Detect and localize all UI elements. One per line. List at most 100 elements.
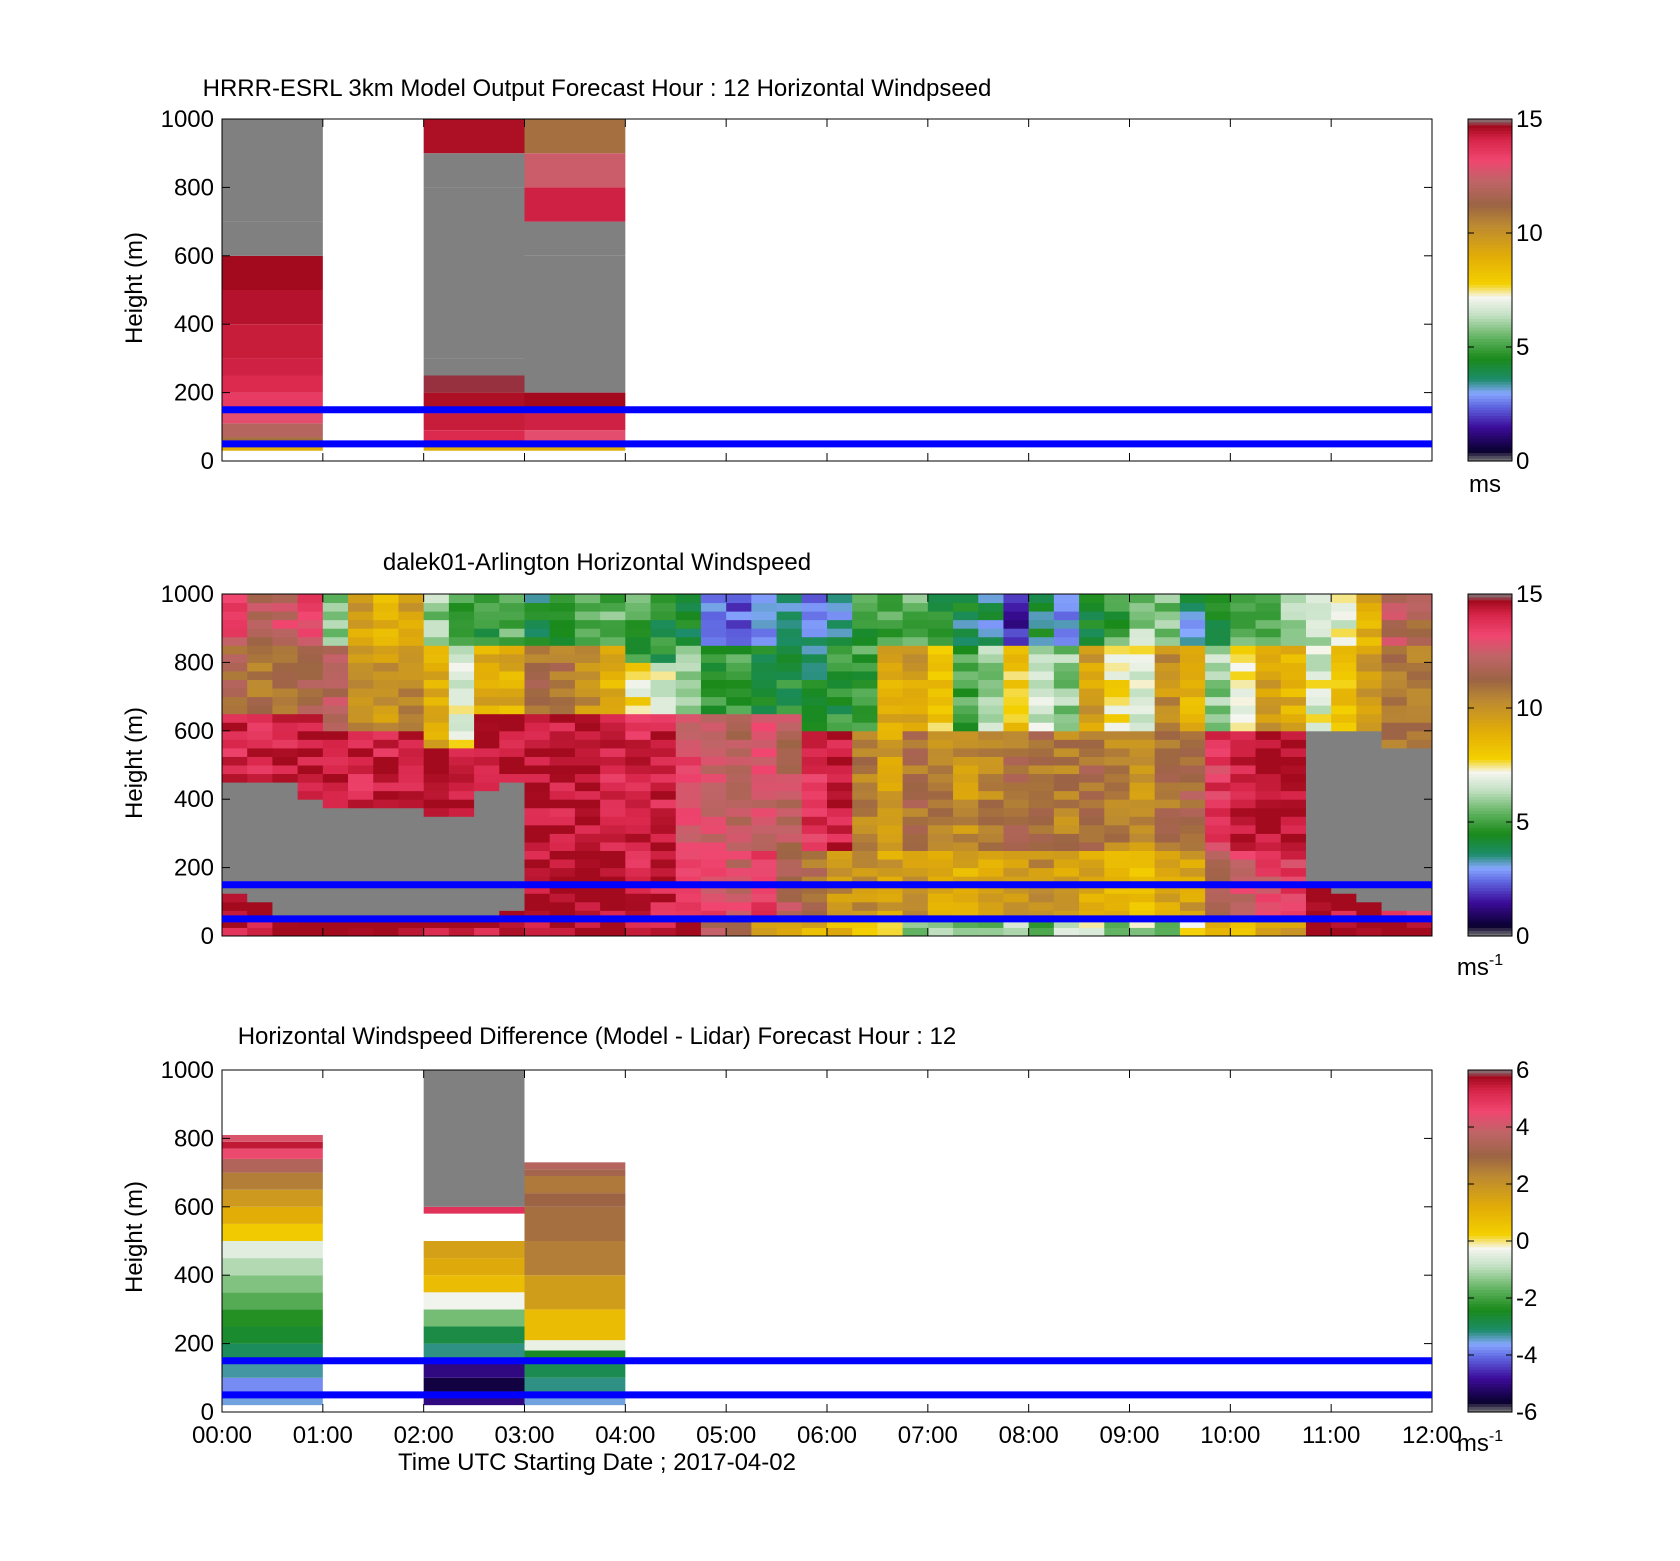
heatmap-cell bbox=[927, 705, 954, 715]
heatmap-cell bbox=[1079, 670, 1105, 680]
heatmap-cell bbox=[499, 730, 525, 740]
heatmap-cell bbox=[801, 730, 828, 740]
heatmap-cell bbox=[902, 688, 929, 698]
heatmap-cell bbox=[801, 799, 828, 809]
heatmap-cell bbox=[751, 653, 778, 663]
heatmap-cell bbox=[1003, 799, 1030, 809]
heatmap-cell bbox=[1255, 653, 1282, 663]
heatmap-cell bbox=[474, 594, 500, 604]
colorbar-swatch bbox=[1468, 1332, 1512, 1336]
colorbar-swatch bbox=[1468, 1238, 1512, 1242]
heatmap-cell bbox=[1028, 679, 1055, 689]
heatmap-cell bbox=[398, 653, 425, 663]
heatmap-cell bbox=[574, 705, 601, 715]
heatmap-cell bbox=[1331, 747, 1357, 757]
heatmap-cell bbox=[398, 790, 425, 800]
heatmap-cell bbox=[776, 833, 803, 843]
heatmap-cell bbox=[625, 756, 652, 766]
heatmap-cell bbox=[1381, 636, 1408, 646]
colorbar-swatch bbox=[1468, 1377, 1512, 1382]
heatmap-cell bbox=[524, 850, 551, 860]
heatmap-cell bbox=[348, 619, 374, 629]
heatmap-cell bbox=[1079, 653, 1105, 663]
heatmap-cell bbox=[474, 884, 500, 894]
heatmap-cell bbox=[1331, 679, 1357, 689]
heatmap-cell bbox=[650, 773, 677, 783]
heatmap-cell bbox=[1255, 662, 1282, 672]
heatmap-cell bbox=[700, 611, 727, 621]
heatmap-cell bbox=[902, 602, 929, 612]
heatmap-cell bbox=[222, 645, 248, 655]
heatmap-cell bbox=[1104, 688, 1130, 698]
heatmap-cell bbox=[1230, 918, 1257, 928]
colorbar-swatch bbox=[1468, 867, 1512, 872]
heatmap-cell bbox=[726, 756, 752, 766]
heatmap-cell bbox=[423, 901, 450, 911]
heatmap-cell bbox=[1331, 756, 1357, 766]
heatmap-cell bbox=[776, 918, 803, 928]
heatmap-cell bbox=[448, 730, 475, 740]
heatmap-cell bbox=[1028, 876, 1055, 886]
heatmap-cell bbox=[1255, 884, 1282, 894]
colorbar-swatch bbox=[1468, 893, 1512, 897]
heatmap-cell bbox=[1280, 705, 1307, 715]
heatmap-cell bbox=[776, 765, 803, 775]
colorbar-swatch bbox=[1468, 1260, 1512, 1265]
heatmap-cell bbox=[1053, 636, 1080, 646]
heatmap-cell bbox=[801, 756, 828, 766]
colorbar-swatch bbox=[1468, 896, 1512, 900]
heatmap-cell bbox=[499, 645, 525, 655]
heatmap-cell bbox=[574, 670, 601, 680]
panel-title: dalek01-Arlington Horizontal Windspeed bbox=[383, 549, 811, 576]
heatmap-cell bbox=[675, 713, 702, 723]
heatmap-cell bbox=[474, 824, 500, 834]
heatmap-cell bbox=[1028, 867, 1055, 877]
heatmap-cell bbox=[1331, 790, 1357, 800]
heatmap-cell bbox=[474, 850, 500, 860]
heatmap-cell bbox=[600, 859, 626, 869]
heatmap-cell bbox=[927, 876, 954, 886]
heatmap-cell bbox=[373, 653, 399, 663]
heatmap-cell bbox=[650, 636, 677, 646]
heatmap-cell bbox=[1154, 713, 1181, 723]
colorbar-swatch bbox=[1468, 1360, 1512, 1365]
colorbar-swatch bbox=[1468, 1155, 1512, 1159]
heatmap-cell bbox=[322, 918, 349, 928]
heatmap-cell bbox=[297, 645, 324, 655]
heatmap-cell bbox=[247, 841, 273, 851]
x-tick-label: 10:00 bbox=[1200, 1422, 1260, 1449]
heatmap-cell bbox=[448, 918, 475, 928]
heatmap-cell bbox=[1381, 653, 1408, 663]
colorbar-swatch bbox=[1468, 329, 1512, 334]
heatmap-cell bbox=[801, 747, 828, 757]
colorbar-swatch bbox=[1468, 833, 1512, 837]
heatmap-cell bbox=[348, 910, 374, 920]
heatmap-cell bbox=[625, 893, 652, 903]
heatmap-cell bbox=[650, 705, 677, 715]
y-tick-label: 600 bbox=[174, 1194, 214, 1221]
heatmap-cell bbox=[927, 688, 954, 698]
heatmap-cell bbox=[1154, 628, 1181, 638]
heatmap-cell bbox=[852, 841, 878, 851]
heatmap-cell bbox=[953, 927, 979, 937]
heatmap-cell bbox=[423, 1292, 525, 1310]
heatmap-cell bbox=[675, 841, 702, 851]
heatmap-cell bbox=[1331, 841, 1357, 851]
heatmap-cell bbox=[499, 867, 525, 877]
y-tick-label: 1000 bbox=[161, 581, 214, 608]
heatmap-cell bbox=[827, 756, 853, 766]
heatmap-cell bbox=[1154, 756, 1181, 766]
colorbar-swatch bbox=[1468, 1169, 1512, 1174]
heatmap-cell bbox=[348, 696, 374, 706]
heatmap-cell bbox=[1079, 688, 1105, 698]
heatmap-cell bbox=[625, 713, 652, 723]
colorbar-swatch bbox=[1468, 335, 1512, 340]
heatmap-cell bbox=[1053, 722, 1080, 732]
heatmap-cell bbox=[625, 773, 652, 783]
heatmap-cell bbox=[574, 918, 601, 928]
heatmap-cell bbox=[1079, 696, 1105, 706]
heatmap-cell bbox=[902, 722, 929, 732]
colorbar-swatch bbox=[1468, 659, 1512, 663]
heatmap-cell bbox=[247, 816, 273, 826]
heatmap-cell bbox=[1331, 893, 1357, 903]
